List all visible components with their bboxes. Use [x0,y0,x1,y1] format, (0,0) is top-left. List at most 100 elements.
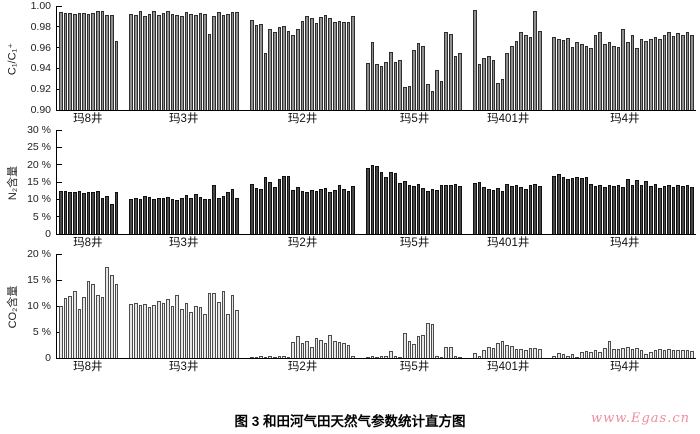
bar [133,197,138,234]
x-axis-label-4: 玛5井 [399,237,430,249]
y-tick-label: 0.98 [30,20,51,33]
bar [575,176,579,234]
bar [161,13,166,110]
bar [612,186,616,234]
bar [328,191,332,234]
bar [291,189,296,234]
x-axis-label-4: 玛5井 [399,361,430,373]
bar [328,18,332,110]
bar [681,350,685,358]
y-axis-title-n2-content: N₂含量 [4,130,20,235]
bar [96,11,100,110]
bar [510,45,514,110]
bar [514,41,519,110]
bar [528,348,533,358]
x-axis-label-5: 玛401井 [487,361,530,373]
bar [402,333,407,358]
bar [398,182,402,234]
bar [505,52,510,110]
bar [398,60,402,110]
bars-row [59,130,694,234]
bar [681,35,685,110]
bar [63,298,68,358]
bar [152,198,157,234]
bar [616,185,621,234]
bar [82,13,86,110]
bar [621,347,625,358]
bar [235,310,239,358]
bar [346,190,351,234]
bar [180,308,184,358]
bar [175,200,180,234]
bar [189,198,193,234]
bar [681,186,685,234]
bar [170,198,175,234]
bar [379,66,384,110]
bar [561,40,566,110]
bar [570,353,575,358]
bar [589,351,593,358]
bar [342,21,346,110]
bar-group-1 [59,130,119,234]
bar [667,184,671,234]
bar [114,192,119,234]
bar [607,184,612,234]
bar [425,190,430,234]
bar [528,185,533,234]
x-axis-label-6: 玛4井 [610,361,640,373]
bar [184,12,189,110]
bar [658,188,662,234]
bar [138,304,143,358]
y-tick-mark [57,233,62,235]
bar [472,10,477,110]
bar [230,294,235,358]
bar [309,189,314,234]
bar [203,313,207,358]
x-axis-label-6: 玛4井 [610,237,640,249]
bar [612,45,616,110]
bar [268,182,273,234]
bar [370,356,375,358]
bar [500,190,505,234]
bar [72,192,77,234]
bar-group-6 [552,130,694,234]
bar [351,356,355,358]
bar [482,187,486,234]
y-tick-label: 0 [45,352,51,364]
bar [91,13,96,110]
bar [342,188,346,234]
bar [593,186,598,234]
bar [648,351,653,358]
bar [589,183,593,234]
bar [407,341,412,358]
bar [472,352,477,358]
bar [685,184,690,234]
x-axis-label-5: 玛401井 [487,113,530,125]
bar-group-6 [552,254,694,358]
bar [453,184,458,234]
bar [332,21,337,110]
bar [114,41,119,110]
bar [580,177,584,234]
bar [273,356,277,358]
bar [110,204,114,234]
bar [305,192,309,234]
x-axis-label-6: 玛4井 [610,113,640,125]
bar [658,39,662,110]
bar [175,294,180,358]
y-tick-label: 0.96 [30,41,51,54]
y-tick-mark [57,129,62,131]
bar [430,188,435,234]
bar [671,36,676,110]
bar [625,346,630,358]
bar [439,185,444,234]
bar [416,183,421,234]
bar [314,190,319,234]
bar [630,35,635,110]
bar [100,296,105,358]
y-tick-mark [57,279,62,281]
bar [662,35,667,110]
bar [523,188,528,234]
bar [319,339,323,358]
